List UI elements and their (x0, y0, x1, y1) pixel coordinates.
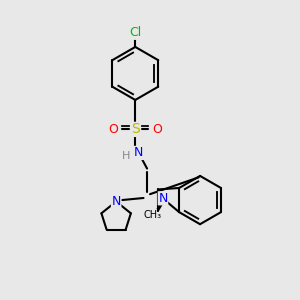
Text: N: N (112, 195, 121, 208)
Text: H: H (122, 151, 130, 161)
Text: CH₃: CH₃ (144, 210, 162, 220)
Text: Cl: Cl (129, 26, 141, 39)
Text: N: N (158, 192, 168, 205)
Text: O: O (153, 123, 163, 136)
Text: N: N (134, 146, 143, 159)
Text: O: O (108, 123, 118, 136)
Text: S: S (131, 122, 140, 136)
